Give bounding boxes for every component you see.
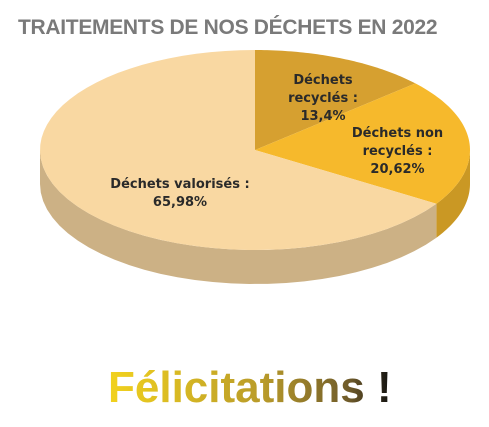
pie-side bbox=[436, 150, 470, 238]
data-label: Déchets valorisés : 65,98% bbox=[110, 177, 250, 210]
pie-slice bbox=[40, 50, 437, 250]
data-label: Déchets recyclés : 13,4% bbox=[288, 73, 358, 124]
chart-title: TRAITEMENTS DE NOS DÉCHETS EN 2022 bbox=[18, 16, 437, 39]
pie-slice bbox=[255, 50, 416, 150]
data-label: Déchets non recyclés : 20,62% bbox=[351, 126, 444, 177]
pie-side bbox=[40, 150, 437, 284]
footer-text: Félicitations ! bbox=[108, 363, 392, 412]
pie-slice bbox=[255, 83, 470, 204]
